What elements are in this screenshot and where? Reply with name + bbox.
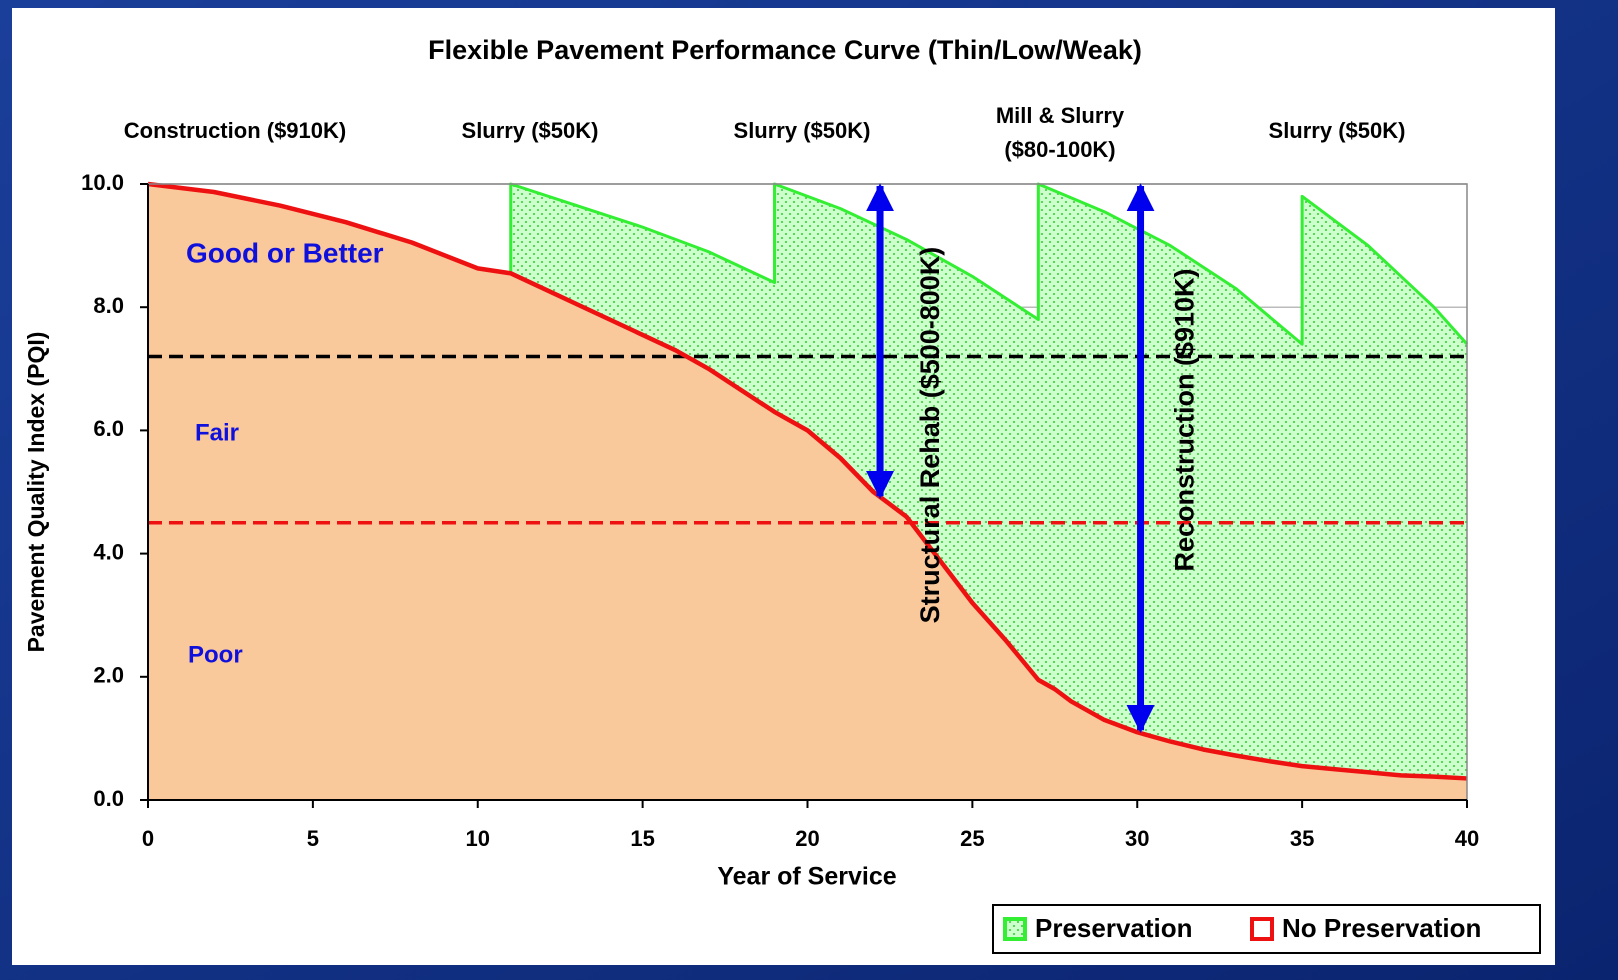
zone-label: Good or Better bbox=[186, 237, 384, 268]
y-tick-label: 4.0 bbox=[93, 539, 124, 564]
annotation: Slurry ($50K) bbox=[734, 118, 871, 143]
x-tick-label: 10 bbox=[466, 826, 490, 851]
x-tick-label: 25 bbox=[960, 826, 984, 851]
chart-title: Flexible Pavement Performance Curve (Thi… bbox=[428, 35, 1142, 65]
annotation: Construction ($910K) bbox=[124, 118, 346, 143]
x-tick-label: 35 bbox=[1290, 826, 1314, 851]
y-axis-label: Pavement Quality Index (PQI) bbox=[23, 332, 49, 653]
area bbox=[148, 184, 1467, 800]
x-tick-label: 30 bbox=[1125, 826, 1149, 851]
x-axis-label: Year of Service bbox=[717, 863, 896, 891]
zone-label: Fair bbox=[195, 419, 239, 446]
y-tick-label: 10.0 bbox=[81, 170, 124, 195]
y-tick-label: 2.0 bbox=[93, 663, 124, 688]
legend: Preservation No Preservation bbox=[992, 904, 1541, 954]
x-tick-label: 5 bbox=[307, 826, 319, 851]
annotation: Slurry ($50K) bbox=[1269, 118, 1406, 143]
annotation: ($80-100K) bbox=[1004, 137, 1115, 162]
legend-swatch bbox=[1003, 917, 1027, 941]
y-tick-label: 0.0 bbox=[93, 786, 124, 811]
x-tick-label: 15 bbox=[630, 826, 654, 851]
legend-swatch bbox=[1250, 917, 1274, 941]
zone-label: Poor bbox=[188, 641, 243, 668]
y-tick-label: 8.0 bbox=[93, 293, 124, 318]
annotation: Mill & Slurry bbox=[996, 103, 1125, 128]
legend-label: No Preservation bbox=[1282, 913, 1481, 943]
x-tick-label: 40 bbox=[1455, 826, 1479, 851]
annotation: Slurry ($50K) bbox=[462, 118, 599, 143]
x-tick-label: 20 bbox=[795, 826, 819, 851]
x-tick-label: 0 bbox=[142, 826, 154, 851]
legend-label: Preservation bbox=[1035, 913, 1193, 943]
arrow-label: Structural Rehab ($500-800K) bbox=[915, 247, 945, 624]
line bbox=[147, 181, 1468, 781]
arrow-label: Reconstruction ($910K) bbox=[1170, 268, 1200, 571]
y-tick-label: 6.0 bbox=[93, 416, 124, 441]
